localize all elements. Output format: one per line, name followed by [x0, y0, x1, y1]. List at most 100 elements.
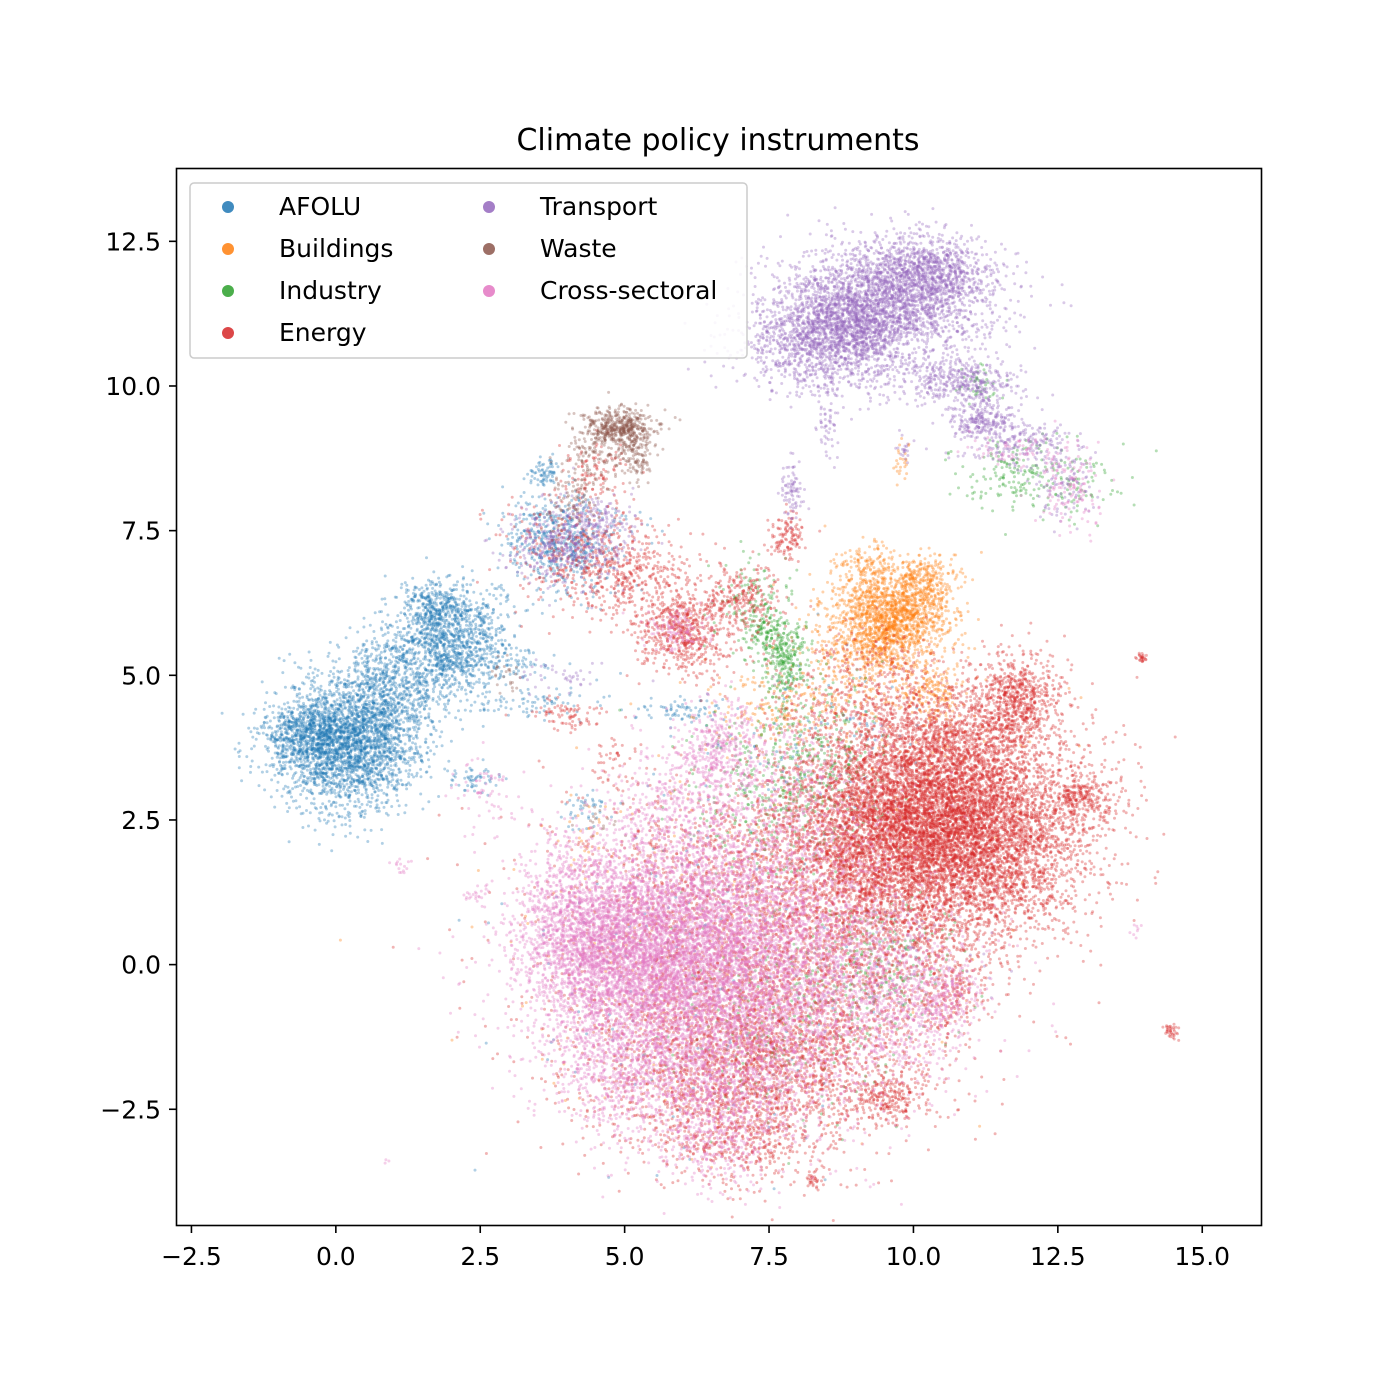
data-point — [385, 749, 389, 753]
data-point — [394, 742, 398, 746]
data-point — [413, 618, 417, 622]
data-point — [347, 666, 351, 670]
data-point — [309, 713, 313, 717]
data-point — [494, 597, 498, 601]
data-point — [233, 747, 237, 751]
data-point — [418, 675, 422, 679]
data-point — [344, 741, 348, 745]
data-point — [265, 714, 269, 718]
data-point — [377, 789, 381, 792]
data-point — [322, 779, 326, 783]
data-point — [421, 695, 425, 699]
data-point — [347, 769, 351, 773]
data-point — [298, 776, 302, 780]
data-point — [413, 742, 417, 746]
data-point — [409, 673, 413, 677]
data-point — [462, 630, 466, 634]
data-point — [464, 623, 468, 627]
data-point — [420, 759, 424, 763]
data-point — [385, 641, 389, 645]
data-point — [405, 649, 409, 653]
data-point — [456, 580, 459, 584]
data-point — [358, 805, 362, 809]
data-point — [277, 735, 281, 739]
data-point — [382, 750, 386, 754]
data-point — [381, 759, 385, 763]
data-point — [364, 665, 367, 669]
data-point — [320, 734, 324, 738]
data-point — [278, 716, 282, 720]
data-point — [361, 773, 365, 777]
data-point — [459, 718, 463, 722]
data-point — [408, 768, 412, 772]
data-point — [339, 766, 342, 770]
data-point — [394, 752, 398, 756]
data-point — [366, 751, 370, 755]
data-point — [353, 680, 356, 684]
data-point — [454, 643, 458, 647]
data-point — [490, 618, 494, 622]
data-point — [374, 806, 378, 810]
data-point — [479, 592, 483, 596]
data-point — [272, 704, 276, 708]
data-point — [278, 756, 282, 760]
data-point — [427, 669, 431, 673]
data-point — [321, 730, 325, 734]
data-point — [386, 681, 390, 685]
data-point — [391, 768, 395, 772]
data-point — [312, 797, 316, 801]
data-point — [388, 747, 392, 751]
data-point — [385, 669, 389, 673]
data-point — [371, 759, 375, 763]
data-point — [496, 566, 500, 570]
data-point — [362, 734, 366, 738]
data-point — [459, 634, 463, 638]
data-point — [340, 777, 344, 781]
data-point — [350, 727, 353, 731]
data-point — [332, 718, 336, 722]
data-point — [375, 809, 379, 813]
data-point — [379, 656, 383, 659]
data-point — [365, 639, 369, 643]
data-point — [349, 751, 352, 755]
data-point — [416, 686, 420, 690]
data-point — [363, 753, 367, 756]
data-point — [359, 651, 363, 655]
data-point — [270, 778, 274, 782]
data-point — [404, 749, 408, 753]
data-point — [463, 627, 467, 631]
data-point — [401, 747, 405, 751]
data-point — [282, 787, 286, 791]
data-point — [366, 840, 370, 843]
data-point — [342, 693, 346, 697]
data-point — [419, 631, 423, 635]
data-point — [503, 639, 507, 642]
data-point — [362, 815, 366, 819]
data-point — [349, 770, 353, 774]
data-point — [296, 759, 300, 763]
data-point — [384, 700, 387, 703]
data-point — [407, 747, 411, 750]
data-point — [415, 622, 419, 626]
data-point — [359, 694, 363, 698]
data-point — [412, 775, 416, 779]
data-point — [318, 727, 322, 731]
data-point — [281, 755, 285, 759]
data-point — [468, 614, 472, 618]
data-point — [398, 754, 401, 757]
data-point — [389, 768, 393, 772]
data-point — [375, 766, 379, 770]
data-point — [438, 667, 442, 671]
data-point — [411, 622, 415, 626]
data-point — [390, 736, 394, 740]
data-point — [395, 755, 399, 758]
data-point — [299, 711, 303, 715]
data-point — [352, 778, 356, 782]
data-point — [301, 771, 305, 775]
data-point — [491, 655, 495, 659]
data-point — [313, 828, 317, 832]
data-point — [396, 626, 400, 629]
data-point — [333, 734, 337, 738]
data-point — [424, 741, 428, 744]
